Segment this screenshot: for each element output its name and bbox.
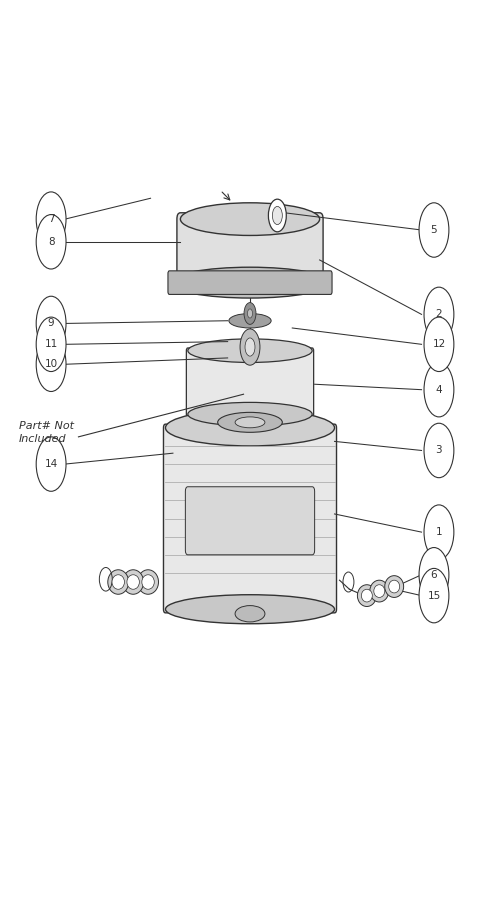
Ellipse shape xyxy=(358,585,376,606)
Circle shape xyxy=(419,548,449,602)
Text: 9: 9 xyxy=(48,318,54,329)
Ellipse shape xyxy=(374,585,384,598)
Ellipse shape xyxy=(388,581,400,593)
Text: Part# Not
Included: Part# Not Included xyxy=(19,420,74,444)
Circle shape xyxy=(36,317,66,371)
Text: 2: 2 xyxy=(436,309,442,319)
Ellipse shape xyxy=(166,410,334,446)
Text: 8: 8 xyxy=(48,237,54,247)
Ellipse shape xyxy=(370,581,388,602)
Circle shape xyxy=(36,297,66,350)
Ellipse shape xyxy=(108,570,128,594)
Ellipse shape xyxy=(127,575,140,590)
Circle shape xyxy=(272,207,282,225)
Ellipse shape xyxy=(229,313,271,328)
Circle shape xyxy=(36,337,66,391)
FancyBboxPatch shape xyxy=(164,424,336,612)
Ellipse shape xyxy=(218,412,282,432)
Circle shape xyxy=(424,362,454,417)
FancyBboxPatch shape xyxy=(186,487,314,555)
Text: 12: 12 xyxy=(432,339,446,349)
Circle shape xyxy=(240,329,260,365)
Ellipse shape xyxy=(180,203,320,236)
Text: 3: 3 xyxy=(436,446,442,456)
Circle shape xyxy=(419,203,449,258)
Circle shape xyxy=(36,192,66,247)
Ellipse shape xyxy=(142,575,154,590)
Ellipse shape xyxy=(384,576,404,598)
Circle shape xyxy=(424,423,454,478)
Circle shape xyxy=(248,308,252,318)
Circle shape xyxy=(245,338,255,356)
Text: 10: 10 xyxy=(44,359,58,369)
Circle shape xyxy=(36,215,66,269)
Ellipse shape xyxy=(112,575,124,590)
Circle shape xyxy=(244,303,256,324)
Circle shape xyxy=(268,199,286,232)
Ellipse shape xyxy=(138,570,158,594)
FancyBboxPatch shape xyxy=(186,348,314,417)
Circle shape xyxy=(424,317,454,371)
Text: 15: 15 xyxy=(428,591,440,601)
FancyBboxPatch shape xyxy=(177,213,323,289)
Text: 7: 7 xyxy=(48,214,54,224)
Text: 5: 5 xyxy=(430,225,438,235)
FancyBboxPatch shape xyxy=(168,271,332,295)
Ellipse shape xyxy=(166,595,334,623)
Circle shape xyxy=(36,437,66,491)
Circle shape xyxy=(424,505,454,560)
Ellipse shape xyxy=(235,417,265,428)
Ellipse shape xyxy=(235,605,265,622)
Circle shape xyxy=(419,569,449,622)
Ellipse shape xyxy=(362,590,372,602)
Text: 11: 11 xyxy=(44,339,58,349)
Ellipse shape xyxy=(122,570,144,594)
Text: 4: 4 xyxy=(436,385,442,395)
Ellipse shape xyxy=(188,339,312,362)
Text: 1: 1 xyxy=(436,527,442,537)
Circle shape xyxy=(424,288,454,341)
Ellipse shape xyxy=(169,268,331,298)
Ellipse shape xyxy=(188,402,312,426)
Text: 14: 14 xyxy=(44,459,58,469)
Text: 6: 6 xyxy=(430,570,438,580)
